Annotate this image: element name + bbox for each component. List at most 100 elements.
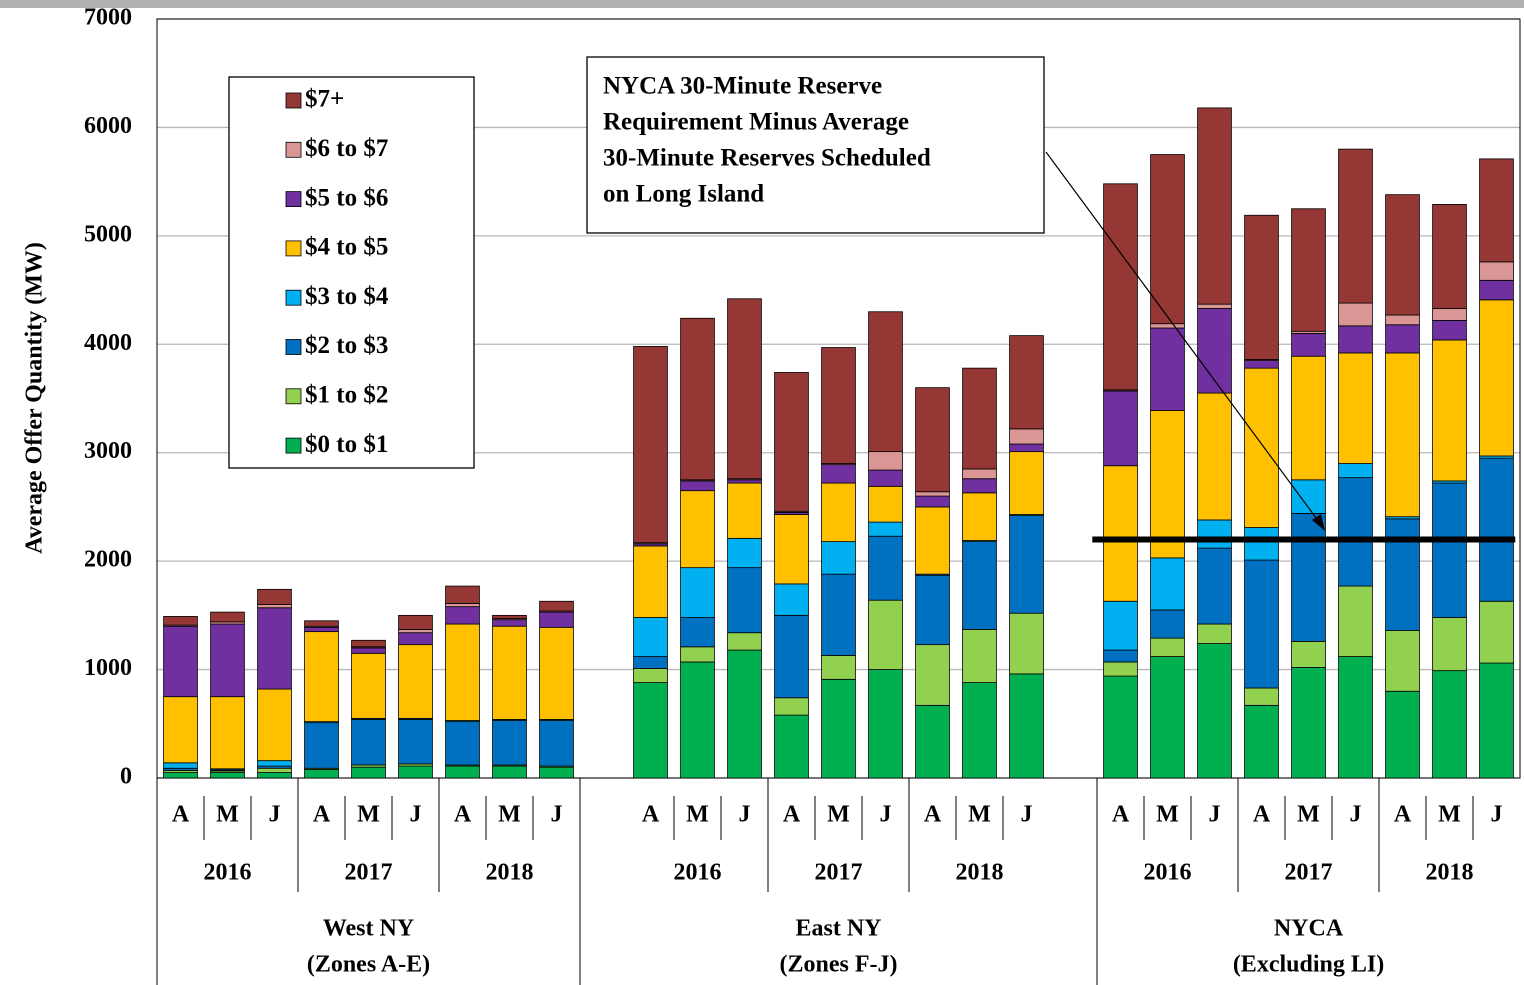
bar-segment bbox=[774, 614, 809, 699]
bar-segment bbox=[868, 451, 903, 471]
bar-segment bbox=[1385, 194, 1420, 316]
bar-segment bbox=[915, 495, 950, 508]
bar-segment bbox=[492, 619, 527, 627]
bar-segment bbox=[1197, 519, 1232, 549]
bar-segment bbox=[1338, 656, 1373, 779]
bar-segment bbox=[680, 490, 715, 569]
bar-segment bbox=[821, 464, 856, 484]
bar-segment bbox=[915, 574, 950, 646]
bar-segment bbox=[492, 720, 527, 766]
bar-segment bbox=[962, 478, 997, 494]
x-tick-label: M bbox=[686, 802, 709, 828]
bar-segment bbox=[1479, 279, 1514, 301]
bar-segment bbox=[445, 721, 480, 766]
legend-swatch bbox=[285, 92, 302, 109]
x-tick-label: M bbox=[827, 802, 850, 828]
bar-segment bbox=[727, 567, 762, 634]
region-label: West NY bbox=[323, 916, 414, 942]
bar-segment bbox=[727, 482, 762, 539]
bar-segment bbox=[539, 626, 574, 720]
bar-segment bbox=[633, 346, 668, 544]
bar-segment bbox=[727, 298, 762, 480]
bar-segment bbox=[1150, 410, 1185, 559]
bar-segment bbox=[257, 688, 292, 762]
legend-label: $7+ bbox=[305, 86, 344, 113]
region-label: (Zones F-J) bbox=[780, 952, 898, 978]
arrow-head bbox=[1312, 514, 1325, 531]
bar-segment bbox=[962, 468, 997, 480]
x-tick-label: J bbox=[269, 802, 281, 828]
bar-segment bbox=[915, 387, 950, 493]
bar-segment bbox=[1479, 158, 1514, 263]
bar-segment bbox=[257, 760, 292, 767]
x-tick-label: J bbox=[739, 802, 751, 828]
x-tick-label: A bbox=[1112, 802, 1130, 828]
legend-box bbox=[228, 76, 475, 469]
bar-segment bbox=[398, 632, 433, 646]
x-tick-label: M bbox=[1297, 802, 1320, 828]
bar-segment bbox=[680, 567, 715, 618]
bar-segment bbox=[210, 696, 245, 770]
bar-segment bbox=[1385, 324, 1420, 354]
bar-segment bbox=[1338, 463, 1373, 479]
x-tick-label: A bbox=[172, 802, 190, 828]
bar-segment bbox=[868, 599, 903, 670]
bar-segment bbox=[1432, 482, 1467, 618]
bar-segment bbox=[915, 491, 950, 497]
bar-segment bbox=[257, 604, 292, 609]
year-label: 2018 bbox=[486, 860, 534, 886]
year-label: 2016 bbox=[1144, 860, 1192, 886]
bar-segment bbox=[539, 720, 574, 767]
bar-segment bbox=[492, 614, 527, 620]
bar-segment bbox=[1009, 612, 1044, 675]
bar-segment bbox=[1338, 352, 1373, 464]
bar-segment bbox=[774, 514, 809, 585]
bar-segment bbox=[1385, 690, 1420, 779]
bar-segment bbox=[680, 617, 715, 648]
bar-segment bbox=[1338, 325, 1373, 354]
bar-segment bbox=[1103, 675, 1138, 779]
bar-segment bbox=[1103, 649, 1138, 663]
bar-segment bbox=[163, 625, 198, 698]
bar-segment bbox=[1432, 320, 1467, 341]
bar-segment bbox=[163, 616, 198, 626]
bar-segment bbox=[539, 766, 574, 779]
bar-segment bbox=[257, 767, 292, 773]
year-label: 2017 bbox=[815, 860, 863, 886]
bar-segment bbox=[962, 682, 997, 779]
bar-segment bbox=[1197, 308, 1232, 394]
bar-segment bbox=[1385, 630, 1420, 692]
bar-segment bbox=[1432, 617, 1467, 672]
bar-segment bbox=[821, 541, 856, 575]
bar-segment bbox=[774, 583, 809, 616]
bar-segment bbox=[1291, 513, 1326, 642]
bar-segment bbox=[1244, 360, 1279, 369]
bar-segment bbox=[1338, 148, 1373, 304]
bar-segment bbox=[210, 623, 245, 698]
region-label: (Zones A-E) bbox=[307, 952, 430, 978]
bar-segment bbox=[1150, 154, 1185, 325]
x-tick-label: J bbox=[1209, 802, 1221, 828]
legend-label: $6 to $7 bbox=[305, 135, 388, 162]
x-tick-label: M bbox=[1156, 802, 1179, 828]
legend-swatch bbox=[285, 289, 302, 306]
bar-segment bbox=[821, 655, 856, 680]
bar-segment bbox=[821, 347, 856, 464]
y-tick-label: 4000 bbox=[84, 330, 132, 356]
bar-segment bbox=[1103, 600, 1138, 651]
x-tick-label: J bbox=[1491, 802, 1503, 828]
bar-segment bbox=[257, 588, 292, 605]
bar-segment bbox=[774, 697, 809, 716]
region-label: NYCA bbox=[1274, 916, 1344, 942]
bar-segment bbox=[1009, 673, 1044, 779]
bar-segment bbox=[1150, 323, 1185, 329]
bar-segment bbox=[680, 646, 715, 663]
x-tick-label: M bbox=[968, 802, 991, 828]
bar-segment bbox=[868, 521, 903, 537]
legend-label: $4 to $5 bbox=[305, 234, 388, 261]
bar-segment bbox=[633, 656, 668, 669]
bar-segment bbox=[821, 678, 856, 779]
bar-segment bbox=[1197, 107, 1232, 305]
bar-segment bbox=[633, 682, 668, 779]
annotation-text: NYCA 30-Minute Reserve bbox=[603, 73, 882, 100]
